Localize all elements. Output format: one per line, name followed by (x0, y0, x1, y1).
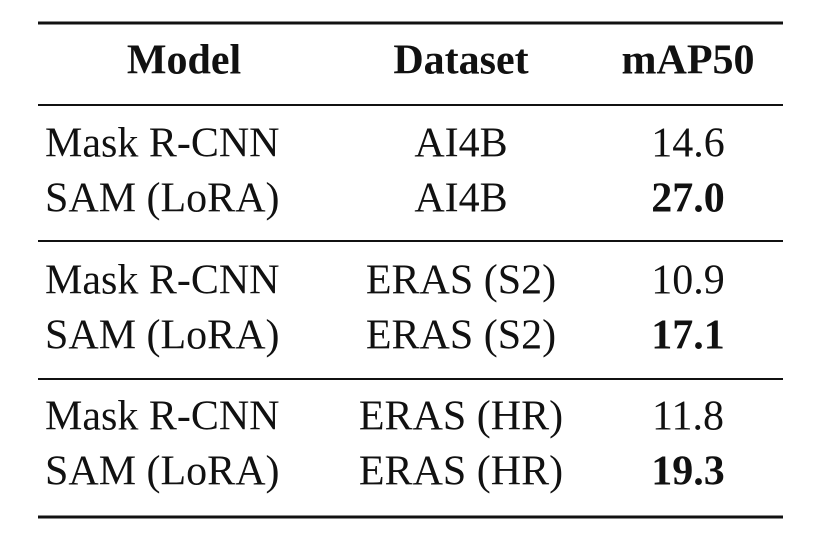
table-cell: SAM (LoRA) (45, 449, 280, 495)
table-cell: ERAS (HR) (359, 394, 563, 440)
header-cell: Model (127, 38, 241, 84)
table-cell: AI4B (414, 121, 507, 167)
table-cell: 10.9 (651, 258, 725, 304)
table-cell: SAM (LoRA) (45, 176, 280, 222)
table-cell: Mask R-CNN (45, 258, 280, 304)
table-cell: 14.6 (651, 121, 725, 167)
table-cell: ERAS (S2) (366, 313, 556, 359)
table-cell: 11.8 (652, 394, 724, 440)
table-cell: Mask R-CNN (45, 121, 280, 167)
table-cell: 17.1 (651, 313, 725, 359)
table-cell: ERAS (S2) (366, 258, 556, 304)
table-cell: Mask R-CNN (45, 394, 280, 440)
header-cell: mAP50 (622, 38, 755, 84)
table-cell: ERAS (HR) (359, 449, 563, 495)
table-cell: 19.3 (651, 449, 725, 495)
table-cell: SAM (LoRA) (45, 313, 280, 359)
table-cell: AI4B (414, 176, 507, 222)
header-cell: Dataset (393, 38, 528, 84)
table-cell: 27.0 (651, 176, 725, 222)
